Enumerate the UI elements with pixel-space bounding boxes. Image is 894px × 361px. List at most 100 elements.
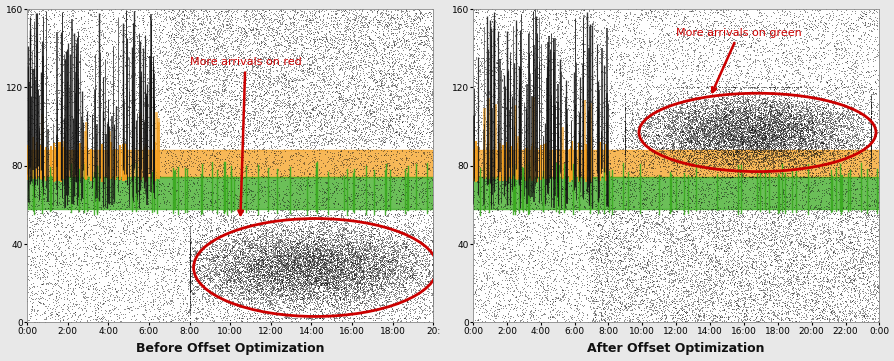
Point bbox=[789, 160, 803, 166]
Point bbox=[238, 127, 252, 132]
Point bbox=[61, 301, 75, 307]
Point bbox=[589, 276, 603, 282]
Point bbox=[596, 184, 611, 190]
Point bbox=[107, 57, 122, 62]
Point bbox=[267, 61, 282, 66]
Point bbox=[385, 32, 400, 38]
Point bbox=[25, 208, 39, 214]
Point bbox=[119, 40, 133, 46]
Point bbox=[699, 118, 713, 124]
Point bbox=[530, 150, 544, 156]
Point bbox=[641, 59, 655, 65]
Point bbox=[33, 190, 47, 195]
Point bbox=[739, 158, 754, 164]
Point bbox=[754, 87, 768, 93]
Point bbox=[819, 142, 833, 147]
Point bbox=[32, 259, 46, 265]
Point bbox=[362, 201, 376, 207]
Point bbox=[104, 244, 118, 250]
Point bbox=[739, 316, 754, 322]
Point bbox=[818, 142, 832, 147]
Point bbox=[552, 163, 567, 169]
Point bbox=[422, 151, 436, 157]
Point bbox=[249, 310, 264, 316]
Point bbox=[311, 273, 325, 279]
Point bbox=[269, 267, 283, 273]
Point bbox=[803, 118, 817, 123]
Point bbox=[491, 90, 505, 96]
Point bbox=[839, 115, 854, 121]
Point bbox=[344, 281, 358, 287]
Point bbox=[768, 55, 782, 61]
Point bbox=[61, 88, 75, 93]
Point bbox=[768, 117, 782, 123]
Point bbox=[797, 8, 811, 13]
Point bbox=[49, 310, 63, 316]
Point bbox=[618, 157, 632, 163]
Point bbox=[664, 168, 679, 173]
Point bbox=[721, 135, 735, 141]
Point bbox=[305, 245, 319, 251]
Point bbox=[496, 155, 510, 161]
Point bbox=[273, 173, 287, 179]
Point bbox=[502, 298, 516, 304]
Point bbox=[30, 243, 45, 248]
Point bbox=[245, 81, 259, 86]
Point bbox=[676, 13, 690, 19]
Point bbox=[612, 307, 627, 313]
Point bbox=[698, 140, 713, 146]
Point bbox=[203, 47, 217, 52]
Point bbox=[200, 288, 215, 294]
Point bbox=[682, 147, 696, 152]
Point bbox=[341, 317, 355, 323]
Point bbox=[296, 243, 310, 249]
Point bbox=[746, 127, 761, 133]
Point bbox=[292, 306, 307, 312]
Point bbox=[596, 310, 611, 316]
Point bbox=[365, 61, 379, 66]
Point bbox=[816, 131, 831, 137]
Point bbox=[176, 238, 190, 244]
Point bbox=[92, 85, 106, 91]
Point bbox=[65, 250, 80, 256]
Point bbox=[864, 170, 878, 176]
Point bbox=[325, 113, 339, 119]
Point bbox=[198, 254, 213, 260]
Point bbox=[197, 213, 211, 218]
Point bbox=[593, 235, 607, 241]
Point bbox=[679, 312, 694, 318]
Point bbox=[373, 218, 387, 224]
Point bbox=[849, 170, 864, 176]
Point bbox=[163, 108, 177, 114]
Point bbox=[763, 179, 777, 185]
Point bbox=[467, 238, 481, 244]
Point bbox=[285, 14, 299, 20]
Point bbox=[371, 109, 385, 114]
Point bbox=[219, 300, 233, 305]
Point bbox=[757, 102, 772, 108]
Point bbox=[833, 218, 848, 224]
Point bbox=[365, 68, 379, 74]
Point bbox=[367, 293, 381, 299]
Point bbox=[810, 148, 824, 154]
Point bbox=[728, 134, 742, 139]
Point bbox=[231, 128, 245, 134]
Point bbox=[241, 278, 256, 284]
Point bbox=[740, 160, 755, 166]
Point bbox=[292, 282, 307, 288]
Point bbox=[216, 130, 231, 136]
Point bbox=[255, 223, 269, 229]
Point bbox=[228, 164, 242, 169]
Point bbox=[687, 243, 701, 249]
Point bbox=[609, 235, 623, 241]
Point bbox=[245, 236, 259, 242]
Point bbox=[392, 230, 406, 236]
Point bbox=[689, 118, 704, 123]
Point bbox=[525, 181, 539, 187]
Point bbox=[401, 132, 415, 138]
Point bbox=[497, 133, 511, 139]
Point bbox=[175, 32, 190, 38]
Point bbox=[72, 262, 86, 268]
Point bbox=[596, 121, 611, 126]
Point bbox=[221, 124, 235, 130]
